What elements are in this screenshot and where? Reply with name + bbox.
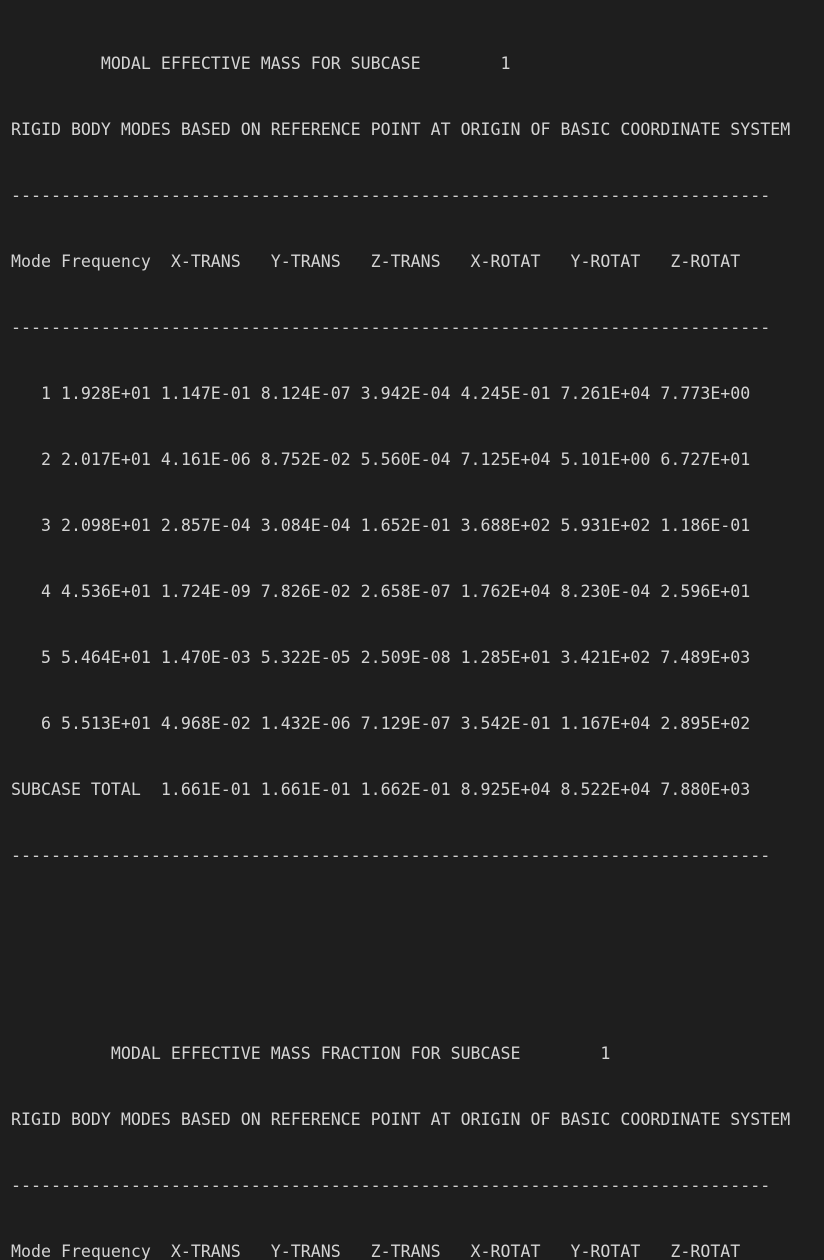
mass-row-2: 2 2.017E+01 4.161E-06 8.752E-02 5.560E-0…: [11, 450, 751, 469]
mass-row-1: 1 1.928E+01 1.147E-01 8.124E-07 3.942E-0…: [11, 384, 751, 403]
mass-row-3: 3 2.098E+01 2.857E-04 3.084E-04 1.652E-0…: [11, 516, 751, 535]
mass-title: MODAL EFFECTIVE MASS FOR SUBCASE 1: [11, 54, 511, 73]
mass-subtitle: RIGID BODY MODES BASED ON REFERENCE POIN…: [11, 120, 791, 139]
mass-rule-end: ----------------------------------------…: [11, 846, 771, 865]
mass-total: SUBCASE TOTAL 1.661E-01 1.661E-01 1.662E…: [11, 780, 751, 799]
fraction-title: MODAL EFFECTIVE MASS FRACTION FOR SUBCAS…: [11, 1044, 611, 1063]
fraction-subtitle: RIGID BODY MODES BASED ON REFERENCE POIN…: [11, 1110, 791, 1129]
fraction-rule-top: ----------------------------------------…: [11, 1176, 771, 1195]
spacer: [11, 977, 790, 999]
mass-rule-top: ----------------------------------------…: [11, 186, 771, 205]
mass-row-6: 6 5.513E+01 4.968E-02 1.432E-06 7.129E-0…: [11, 714, 751, 733]
mass-row-4: 4 4.536E+01 1.724E-09 7.826E-02 2.658E-0…: [11, 582, 751, 601]
mass-header: Mode Frequency X-TRANS Y-TRANS Z-TRANS X…: [11, 252, 741, 271]
terminal-output: MODAL EFFECTIVE MASS FOR SUBCASE 1 RIGID…: [11, 9, 790, 1260]
fraction-header: Mode Frequency X-TRANS Y-TRANS Z-TRANS X…: [11, 1242, 741, 1260]
mass-row-5: 5 5.464E+01 1.470E-03 5.322E-05 2.509E-0…: [11, 648, 751, 667]
spacer: [11, 911, 790, 933]
mass-rule-mid: ----------------------------------------…: [11, 318, 771, 337]
